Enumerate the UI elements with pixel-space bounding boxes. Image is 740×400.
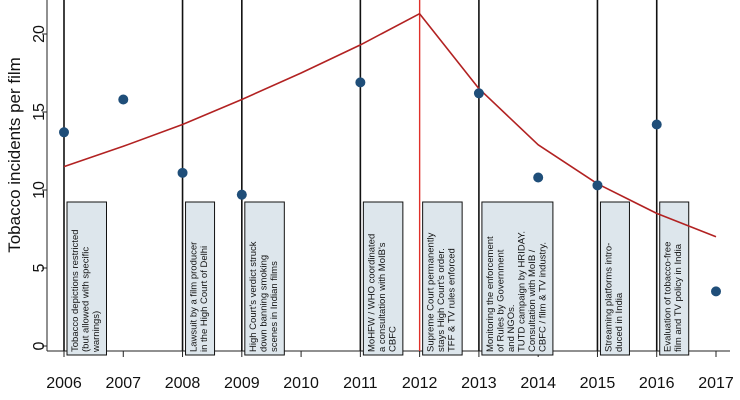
event-label: film and TV policy in India xyxy=(673,243,684,352)
x-tick-label: 2013 xyxy=(461,375,497,392)
data-point xyxy=(533,172,544,183)
x-tick-label: 2016 xyxy=(639,375,675,392)
event-label: duced in India xyxy=(614,292,625,352)
x-tick-label: 2010 xyxy=(283,375,319,392)
data-point xyxy=(473,88,484,99)
x-tick-label: 2009 xyxy=(224,375,260,392)
x-tick-label: 2006 xyxy=(46,375,82,392)
event-box xyxy=(185,201,216,356)
x-axis-label: year xyxy=(367,397,399,400)
event-label: in the High Court of Delhi xyxy=(199,246,210,352)
x-tick-label: 2015 xyxy=(580,375,616,392)
event-box xyxy=(659,201,690,356)
event-label: Streaming platforms intro- xyxy=(603,243,614,352)
event-label: and NGOs. xyxy=(506,304,517,352)
event-box xyxy=(244,201,285,356)
data-point xyxy=(236,189,247,200)
event-label: Consultation with MoIB / xyxy=(527,249,538,352)
x-tick-label: 2007 xyxy=(105,375,141,392)
event-label: TUTD campaign by HRIDAY. xyxy=(516,231,527,352)
y-tick-label: 10 xyxy=(31,181,48,199)
event-box xyxy=(599,201,630,356)
y-tick-label: 0 xyxy=(31,341,48,350)
event-label: CBFC xyxy=(387,326,398,352)
event-label: stays High Court's order. xyxy=(436,248,447,352)
event-label: TFF & TV rules enforced xyxy=(447,248,458,352)
event-label: High Court's verdict struck xyxy=(248,241,259,352)
event-label: Monitoring the enforcement xyxy=(485,236,496,352)
event-label: MoHFW / WHO coordinated xyxy=(366,234,377,352)
event-box xyxy=(362,201,404,356)
event-label: CBFC / film & TV industry. xyxy=(537,242,548,352)
fit-curve xyxy=(63,12,717,238)
x-tick-label: 2008 xyxy=(165,375,201,392)
fit-line xyxy=(63,12,717,238)
data-point xyxy=(592,180,603,191)
data-points xyxy=(59,77,721,297)
x-tick-label: 2011 xyxy=(343,375,378,392)
x-tick-label: 2014 xyxy=(520,375,556,392)
data-point xyxy=(59,127,69,138)
event-label: Lawsuit by a film producer xyxy=(189,242,200,352)
y-tick-label: 5 xyxy=(31,263,48,272)
data-point xyxy=(651,119,662,130)
event-label: down banning smoking xyxy=(258,255,269,352)
x-tick-label: 2012 xyxy=(402,375,438,392)
event-box xyxy=(481,201,554,356)
event-label: scenes in Indian films xyxy=(269,261,280,352)
event-label: of Rules by Government xyxy=(495,249,506,352)
event-lines: Tobacco depictions restricted (but allowe… xyxy=(63,0,690,356)
data-point xyxy=(177,167,188,178)
data-point xyxy=(711,286,721,297)
x-tick-label: 2017 xyxy=(698,375,734,392)
event-label: a consultation with MoIB's xyxy=(377,242,388,352)
y-tick-label: 15 xyxy=(31,103,48,121)
event-label: Tobacco depictions restricted xyxy=(70,229,81,352)
event-label: (but allowed with specific xyxy=(81,247,92,352)
event-label: Evaluation of tobacco-free xyxy=(663,242,674,352)
y-axis-label: Tobacco incidents per film xyxy=(5,57,24,253)
event-label: Supreme Court permanently xyxy=(426,232,437,352)
data-point xyxy=(118,94,129,105)
event-label: warnings) xyxy=(91,311,102,353)
y-tick-label: 20 xyxy=(31,25,48,43)
data-point xyxy=(355,77,366,88)
event-box xyxy=(422,201,463,356)
event-box xyxy=(66,201,107,356)
